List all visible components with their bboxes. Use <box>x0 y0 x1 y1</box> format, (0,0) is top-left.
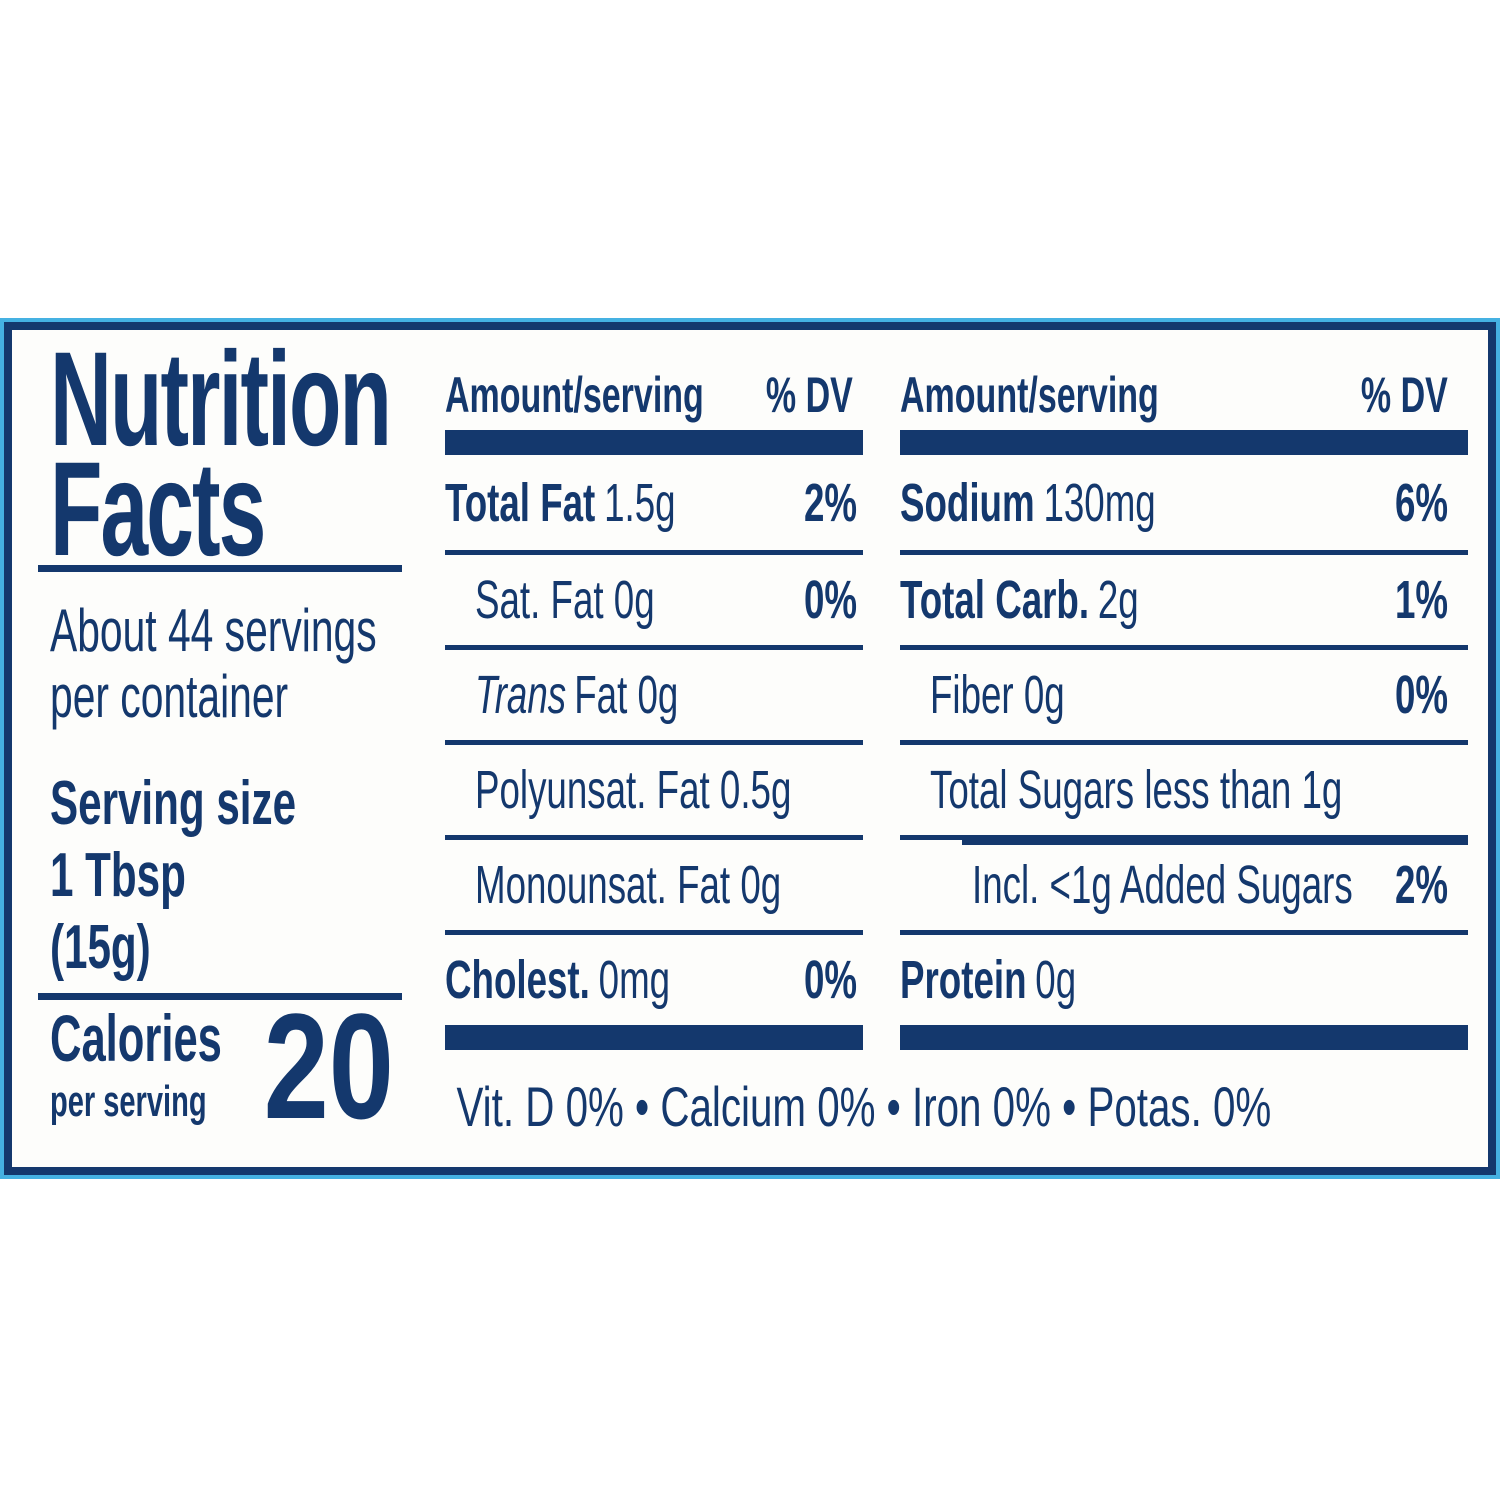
serving-size: Serving size 1 Tbsp (15g) <box>50 768 412 984</box>
row-polyunsat-fat: Polyunsat. Fat 0.5g <box>445 740 863 835</box>
percent-dv-label: % DV <box>766 367 853 423</box>
row-protein: Protein 0g <box>900 930 1468 1025</box>
nutrition-facts-label: Nutrition Facts About 44 servings per co… <box>0 318 1500 1179</box>
label-title-line1: Nutrition <box>50 325 392 474</box>
row-total-fat: Total Fat 1.5g 2% <box>445 472 857 533</box>
servings-line1: About 44 servings <box>50 597 377 664</box>
label-info-column: Nutrition Facts About 44 servings per co… <box>38 330 402 1167</box>
row-fiber: Fiber 0g 0% <box>900 645 1468 740</box>
row-added-sugars: Incl. <1g Added Sugars 2% <box>900 835 1468 930</box>
indented-divider <box>962 840 1468 845</box>
row-trans-fat: Trans Fat 0g <box>445 645 863 740</box>
label-title: Nutrition Facts <box>50 325 402 584</box>
section-bar-top <box>900 430 1468 455</box>
calories-section: Calories per serving 20 <box>50 991 394 1156</box>
serving-size-amount: 1 Tbsp <box>50 841 186 910</box>
calories-value: 20 <box>263 982 394 1150</box>
carbs-column: Amount/serving % DV Sodium 130mg 6% Total… <box>900 330 1468 1050</box>
row-total-sugars: Total Sugars less than 1g <box>900 740 1468 835</box>
row-sodium: Sodium 130mg 6% <box>900 472 1448 533</box>
serving-size-heading: Serving size <box>50 769 297 838</box>
carb-rows: Sodium 130mg 6% Total Carb. 2g 1% Fiber 0g… <box>900 455 1468 1025</box>
fat-rows: Total Fat 1.5g 2% Sat. Fat 0g 0% Trans Fat… <box>445 455 863 1025</box>
servings-per-container: About 44 servings per container <box>50 598 530 730</box>
servings-line2: per container <box>50 663 289 730</box>
vitamins-line: Vit. D 0% • Calcium 0% • Iron 0% • Potas… <box>456 1075 1272 1138</box>
serving-size-grams: (15g) <box>50 913 151 982</box>
percent-dv-label: % DV <box>1361 367 1448 423</box>
row-sat-fat: Sat. Fat 0g 0% <box>445 550 863 645</box>
amount-serving-label: Amount/serving <box>445 367 704 423</box>
calories-heading: Calories <box>50 1001 222 1075</box>
amount-serving-label: Amount/serving <box>900 367 1159 423</box>
amount-serving-header: Amount/serving % DV <box>445 360 863 430</box>
amount-serving-header: Amount/serving % DV <box>900 360 1468 430</box>
fats-column: Amount/serving % DV Total Fat 1.5g 2% Sat… <box>445 330 863 1050</box>
row-total-carb: Total Carb. 2g 1% <box>900 550 1468 645</box>
label-title-line2: Facts <box>50 435 266 584</box>
title-divider <box>38 565 402 572</box>
section-bar-bottom <box>445 1025 863 1050</box>
calories-subheading: per serving <box>50 1077 207 1126</box>
section-bar-top <box>445 430 863 455</box>
row-cholesterol: Cholest. 0mg 0% <box>445 930 863 1025</box>
row-monounsat-fat: Monounsat. Fat 0g <box>445 835 863 930</box>
calories-divider <box>38 993 402 1000</box>
section-bar-bottom <box>900 1025 1468 1050</box>
